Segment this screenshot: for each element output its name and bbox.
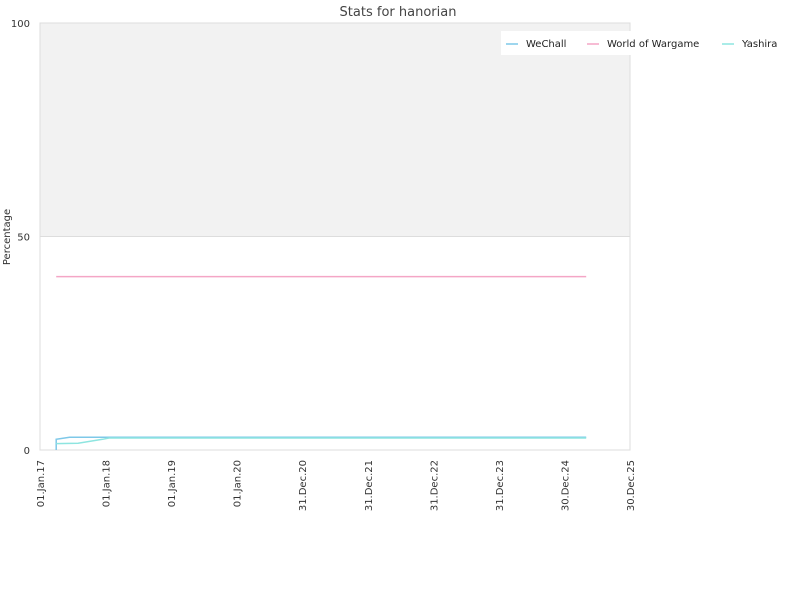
x-tick-label: 01.Jan.17 [36, 460, 47, 507]
x-tick-label: 31.Dec.23 [495, 460, 506, 511]
legend-label: WeChall [526, 39, 566, 50]
legend-label: World of Wargame [607, 39, 699, 50]
x-tick-label: 31.Dec.20 [298, 460, 309, 511]
y-axis-label: Percentage [2, 209, 13, 265]
x-tick-label: 30.Dec.25 [626, 460, 637, 511]
series-line-wechall [55, 436, 587, 450]
x-tick-label: 30.Dec.24 [560, 460, 571, 511]
series-line-yashira [56, 437, 587, 445]
series-lines [55, 275, 587, 450]
grid [40, 22, 630, 451]
y-tick-label: 50 [17, 233, 30, 244]
shaded-band [40, 23, 630, 237]
y-tick-label: 0 [24, 446, 30, 457]
legend-box [501, 31, 789, 55]
y-axis-ticks: 0 50 100 [11, 19, 30, 457]
y-tick-label: 100 [11, 19, 30, 30]
legend-label: Yashira [741, 39, 777, 50]
x-tick-label: 01.Jan.19 [167, 460, 178, 507]
x-tick-label: 31.Dec.21 [364, 460, 375, 511]
x-tick-label: 01.Jan.18 [102, 460, 113, 507]
chart-title: Stats for hanorian [340, 5, 457, 20]
x-tick-label: 01.Jan.20 [233, 460, 244, 507]
legend: WeChall World of Wargame Yashira [501, 31, 789, 55]
x-tick-label: 31.Dec.22 [429, 460, 440, 511]
x-axis-ticks: 01.Jan.17 01.Jan.18 01.Jan.19 01.Jan.20 31.D… [36, 460, 637, 511]
